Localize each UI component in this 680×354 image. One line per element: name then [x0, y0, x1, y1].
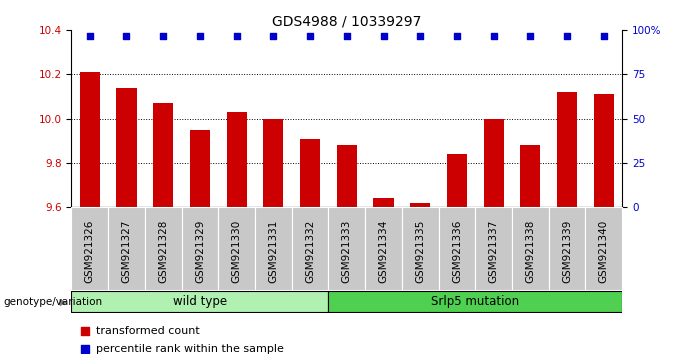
Point — [562, 34, 573, 39]
Text: GSM921328: GSM921328 — [158, 219, 168, 283]
Point — [268, 34, 279, 39]
Bar — [512, 207, 549, 290]
Bar — [520, 145, 541, 207]
Bar — [402, 207, 439, 290]
Point — [466, 285, 477, 291]
Point — [305, 34, 316, 39]
Point — [598, 34, 609, 39]
Bar — [263, 119, 284, 207]
Bar — [71, 291, 328, 312]
Bar — [447, 154, 467, 207]
Bar — [255, 207, 292, 290]
Text: Srlp5 mutation: Srlp5 mutation — [431, 295, 520, 308]
Point — [341, 34, 352, 39]
Text: genotype/variation: genotype/variation — [3, 297, 103, 307]
Point — [194, 34, 205, 39]
Bar — [337, 145, 357, 207]
Bar — [145, 207, 182, 290]
Bar — [71, 207, 108, 290]
Title: GDS4988 / 10339297: GDS4988 / 10339297 — [272, 15, 422, 29]
Bar — [292, 207, 328, 290]
Bar — [300, 138, 320, 207]
Text: GSM921335: GSM921335 — [415, 219, 425, 283]
Point — [158, 34, 169, 39]
Text: GSM921339: GSM921339 — [562, 219, 572, 283]
Bar — [328, 207, 365, 290]
Bar — [410, 203, 430, 207]
Bar — [483, 119, 504, 207]
Point — [415, 34, 426, 39]
Bar — [190, 130, 210, 207]
Bar — [373, 198, 394, 207]
Bar — [153, 103, 173, 207]
Bar — [594, 94, 614, 207]
Point — [525, 34, 536, 39]
Text: GSM921336: GSM921336 — [452, 219, 462, 283]
Text: GSM921330: GSM921330 — [232, 219, 241, 283]
Text: GSM921334: GSM921334 — [379, 219, 388, 283]
Point — [84, 34, 95, 39]
Text: GSM921338: GSM921338 — [526, 219, 535, 283]
Text: transformed count: transformed count — [96, 326, 200, 336]
Text: wild type: wild type — [173, 295, 227, 308]
Bar — [80, 72, 100, 207]
Bar — [475, 207, 512, 290]
Text: GSM921327: GSM921327 — [122, 219, 131, 283]
Text: percentile rank within the sample: percentile rank within the sample — [96, 344, 284, 354]
Bar — [585, 207, 622, 290]
Bar — [218, 207, 255, 290]
Text: GSM921329: GSM921329 — [195, 219, 205, 283]
Bar — [549, 207, 585, 290]
Bar — [328, 291, 622, 312]
Bar — [439, 207, 475, 290]
Text: GSM921326: GSM921326 — [85, 219, 95, 283]
Text: GSM921337: GSM921337 — [489, 219, 498, 283]
Bar — [116, 88, 137, 207]
Bar — [557, 92, 577, 207]
Point — [466, 124, 477, 130]
Text: GSM921331: GSM921331 — [269, 219, 278, 283]
Text: GSM921333: GSM921333 — [342, 219, 352, 283]
Bar — [108, 207, 145, 290]
Point — [231, 34, 242, 39]
Point — [452, 34, 462, 39]
Bar — [226, 112, 247, 207]
Text: GSM921332: GSM921332 — [305, 219, 315, 283]
Point — [378, 34, 389, 39]
Bar — [182, 207, 218, 290]
Point — [121, 34, 132, 39]
Point — [488, 34, 499, 39]
Text: GSM921340: GSM921340 — [599, 219, 609, 283]
Bar — [365, 207, 402, 290]
